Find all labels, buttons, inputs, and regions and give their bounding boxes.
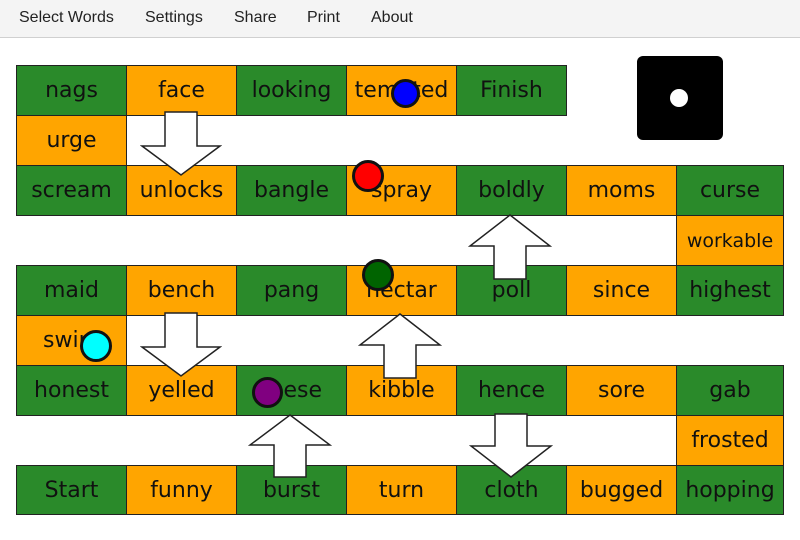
board-cell: hopping <box>676 465 784 515</box>
start-cell: Start <box>16 465 127 515</box>
red-token-icon <box>352 160 384 192</box>
board-cell: workable <box>676 215 784 266</box>
board-cell: bugged <box>566 465 677 515</box>
menu-settings[interactable]: Settings <box>145 9 203 26</box>
board-cell: hence <box>456 365 567 416</box>
up-arrow-icon <box>248 414 332 478</box>
finish-cell: Finish <box>456 65 567 116</box>
menu-share[interactable]: Share <box>234 9 277 26</box>
up-arrow-icon <box>358 313 442 379</box>
board-cell: sore <box>566 365 677 416</box>
board-cell: funny <box>126 465 237 515</box>
board-cell: face <box>126 65 237 116</box>
purple-token-icon <box>252 377 283 408</box>
board-cell: boldly <box>456 165 567 216</box>
die-button[interactable] <box>637 56 723 140</box>
board-cell: gab <box>676 365 784 416</box>
down-arrow-icon <box>140 312 222 377</box>
down-arrow-icon <box>469 413 553 478</box>
board-cell: urge <box>16 115 127 166</box>
cyan-token-icon <box>80 330 112 362</box>
menu-bar: Select Words Settings Share Print About <box>0 0 800 38</box>
board-cell: moms <box>566 165 677 216</box>
menu-about[interactable]: About <box>371 9 413 26</box>
board-cell: scream <box>16 165 127 216</box>
board-cell: maid <box>16 265 127 316</box>
board-cell: looking <box>236 65 347 116</box>
board-cell: bench <box>126 265 237 316</box>
menu-print[interactable]: Print <box>307 9 340 26</box>
blue-token-icon <box>391 79 420 108</box>
board-cell: curse <box>676 165 784 216</box>
board-cell: turn <box>346 465 457 515</box>
board-cell: bangle <box>236 165 347 216</box>
board-cell: honest <box>16 365 127 416</box>
up-arrow-icon <box>468 214 552 280</box>
green-token-icon <box>362 259 394 291</box>
board-cell: frosted <box>676 415 784 466</box>
board-cell: nags <box>16 65 127 116</box>
die-face-one-icon <box>670 89 688 107</box>
menu-select-words[interactable]: Select Words <box>19 9 114 26</box>
board-cell: burst <box>236 465 347 515</box>
board-cell: pang <box>236 265 347 316</box>
board-cell: highest <box>676 265 784 316</box>
down-arrow-icon <box>140 111 222 176</box>
board-cell: since <box>566 265 677 316</box>
